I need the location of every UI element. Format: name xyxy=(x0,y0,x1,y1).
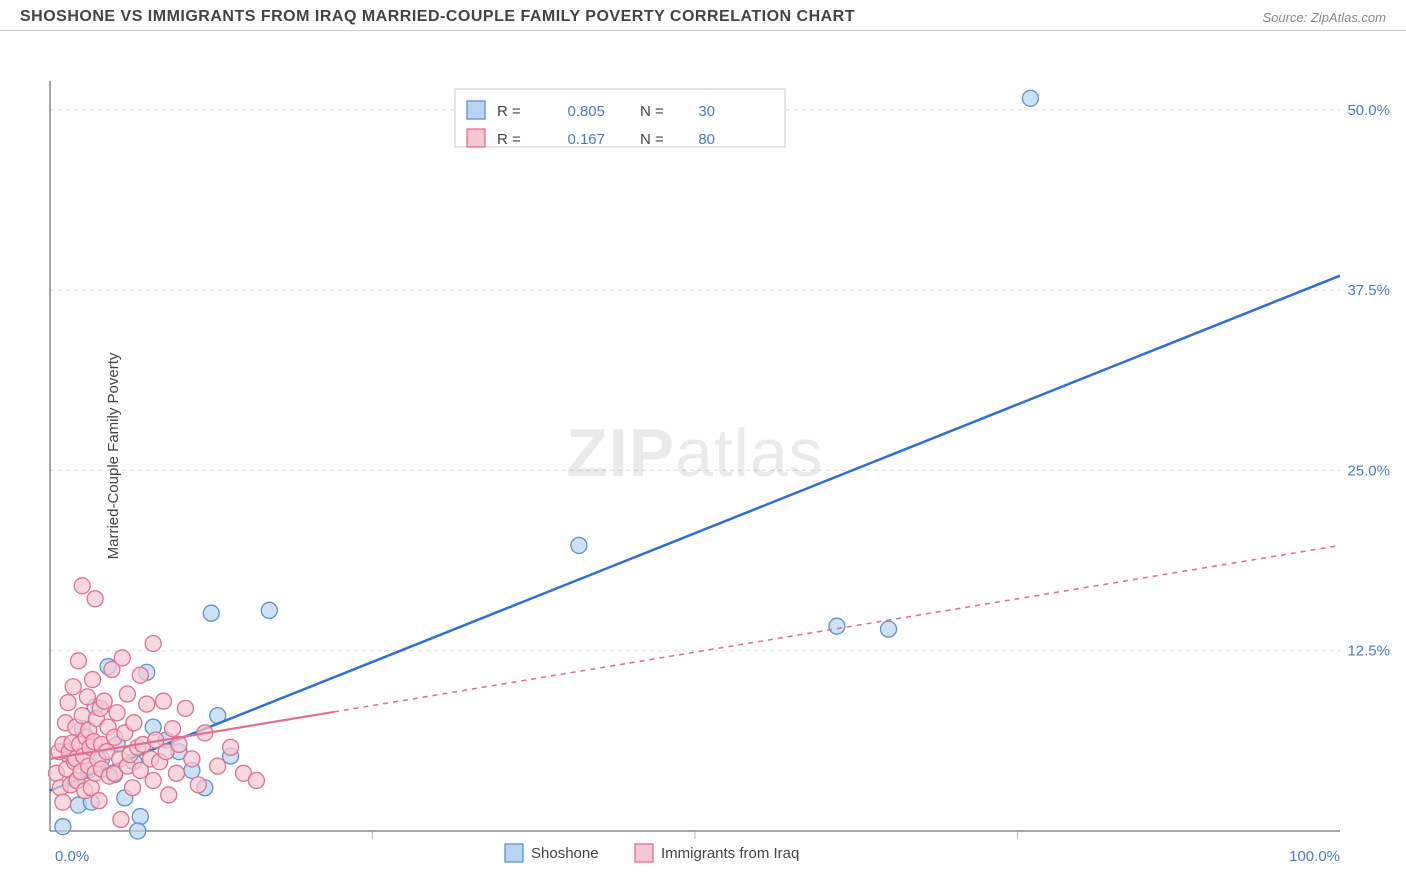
legend-swatch xyxy=(467,129,485,147)
scatter-point xyxy=(184,751,200,767)
scatter-point xyxy=(203,605,219,621)
scatter-point xyxy=(85,672,101,688)
x-tick-label: 0.0% xyxy=(55,848,89,865)
scatter-point xyxy=(571,537,587,553)
scatter-point xyxy=(165,721,181,737)
legend-r-value: 0.805 xyxy=(567,103,605,120)
source-label: Source: xyxy=(1262,10,1310,25)
scatter-point xyxy=(114,650,130,666)
scatter-point xyxy=(109,705,125,721)
scatter-point xyxy=(210,758,226,774)
y-tick-label: 25.0% xyxy=(1347,462,1390,479)
legend-r-label: R = xyxy=(497,131,521,148)
scatter-point xyxy=(1022,90,1038,106)
scatter-point xyxy=(168,765,184,781)
x-tick-label: 100.0% xyxy=(1289,848,1340,865)
legend-n-label: N = xyxy=(640,131,664,148)
legend-r-label: R = xyxy=(497,103,521,120)
chart-header: SHOSHONE VS IMMIGRANTS FROM IRAQ MARRIED… xyxy=(0,0,1406,31)
scatter-point xyxy=(79,689,95,705)
scatter-point xyxy=(74,708,90,724)
scatter-point xyxy=(829,618,845,634)
scatter-point xyxy=(145,636,161,652)
y-tick-label: 12.5% xyxy=(1347,643,1390,660)
scatter-point xyxy=(139,696,155,712)
scatter-point xyxy=(177,700,193,716)
scatter-chart-svg: ZIPatlas 12.5% 25.0% 37.5% 50.0% 0.0% 100.0% R … xyxy=(0,31,1406,881)
legend-n-value: 30 xyxy=(698,103,715,120)
legend-series-label: Shoshone xyxy=(531,845,599,862)
scatter-point xyxy=(130,823,146,839)
scatter-point xyxy=(156,693,172,709)
scatter-point xyxy=(91,793,107,809)
scatter-point xyxy=(87,591,103,607)
scatter-point xyxy=(96,693,112,709)
chart-title: SHOSHONE VS IMMIGRANTS FROM IRAQ MARRIED… xyxy=(20,8,855,26)
regression-line-ext xyxy=(334,545,1340,712)
legend-swatch xyxy=(467,101,485,119)
y-tick-label: 50.0% xyxy=(1347,102,1390,119)
scatter-point xyxy=(113,811,129,827)
y-axis-label: Married-Couple Family Poverty xyxy=(105,353,122,560)
regression-line xyxy=(50,276,1340,791)
scatter-point xyxy=(132,809,148,825)
watermark: ZIPatlas xyxy=(566,415,823,491)
scatter-point xyxy=(65,679,81,695)
scatter-point xyxy=(55,794,71,810)
legend-n-value: 80 xyxy=(698,131,715,148)
legend-swatch xyxy=(505,844,523,862)
scatter-point xyxy=(881,621,897,637)
scatter-point xyxy=(126,715,142,731)
y-tick-label: 37.5% xyxy=(1347,282,1390,299)
scatter-point xyxy=(190,777,206,793)
legend-n-label: N = xyxy=(640,103,664,120)
legend-r-value: 0.167 xyxy=(567,131,605,148)
scatter-point xyxy=(132,667,148,683)
scatter-point xyxy=(145,773,161,789)
scatter-point xyxy=(119,686,135,702)
scatter-point xyxy=(125,780,141,796)
scatter-point xyxy=(248,773,264,789)
scatter-point xyxy=(60,695,76,711)
legend-series-label: Immigrants from Iraq xyxy=(661,845,799,862)
scatter-point xyxy=(223,739,239,755)
source-name: ZipAtlas.com xyxy=(1311,10,1386,25)
scatter-point xyxy=(55,819,71,835)
scatter-point xyxy=(161,787,177,803)
scatter-point xyxy=(261,602,277,618)
scatter-point xyxy=(70,653,86,669)
legend-swatch xyxy=(635,844,653,862)
scatter-point xyxy=(74,578,90,594)
chart-source: Source: ZipAtlas.com xyxy=(1262,10,1386,25)
chart-area: Married-Couple Family Poverty ZIPatlas 12… xyxy=(0,31,1406,881)
